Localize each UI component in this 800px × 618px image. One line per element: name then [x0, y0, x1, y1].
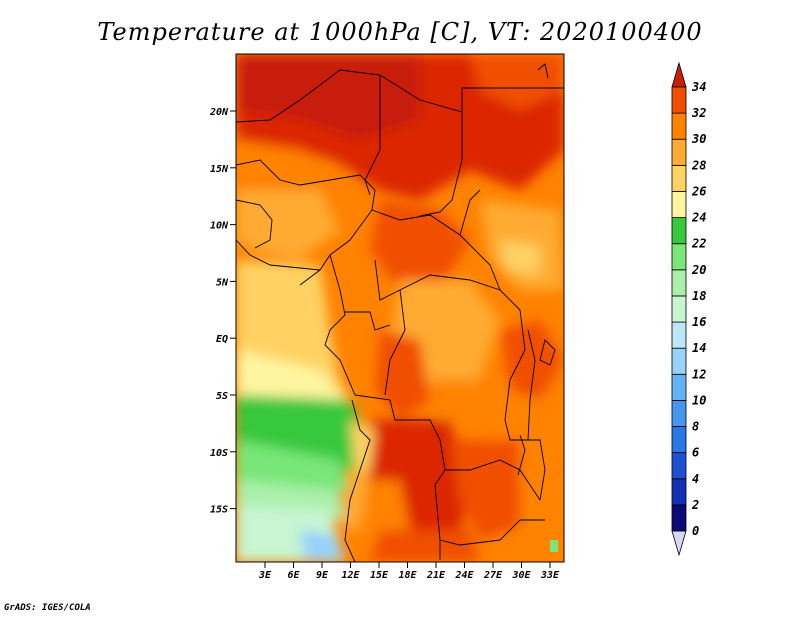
- colorbar-segment: [671, 478, 687, 506]
- lat-tick-label: 5S: [216, 391, 228, 402]
- colorbar-label: 0: [692, 524, 699, 538]
- colorbar-label: 26: [691, 184, 706, 198]
- lat-tick-label: EQ: [216, 334, 228, 345]
- colorbar-label: 12: [692, 367, 706, 381]
- map-title: Temperature at 1000hPa [C], VT: 20201004…: [97, 18, 703, 46]
- colorbar-label: 22: [691, 237, 706, 251]
- colorbar-segment: [671, 400, 687, 427]
- lon-tick-label: 18E: [398, 570, 417, 581]
- map-frame: [235, 53, 565, 563]
- colorbar-label: 6: [692, 446, 699, 460]
- colorbar-label: 8: [692, 420, 699, 434]
- grads-credit: GrADS: IGES/COLA: [4, 603, 91, 613]
- colorbar-label: 14: [692, 341, 706, 355]
- lon-tick-label: 27E: [483, 570, 503, 581]
- colorbar-segment: [671, 295, 687, 323]
- colorbar-segment: [671, 86, 687, 114]
- lon-tick-label: 24E: [454, 570, 474, 581]
- country-borders: [236, 63, 564, 562]
- lat-tick-label: 10N: [210, 221, 229, 232]
- colorbar-segment: [671, 217, 687, 245]
- colorbar-segment: [671, 504, 687, 532]
- colorbar-segment: [671, 347, 687, 375]
- lon-tick-label: 21E: [426, 570, 446, 581]
- lon-tick-label: 12E: [341, 570, 360, 581]
- colorbar-segment: [671, 426, 687, 454]
- lon-tick-label: 30E: [511, 570, 531, 581]
- colorbar-segment: [671, 243, 687, 271]
- lon-tick-label: 6E: [287, 570, 300, 581]
- colorbar-label: 16: [692, 315, 706, 329]
- colorbar-segment: [671, 321, 687, 349]
- colorbar-segment: [671, 452, 687, 480]
- colorbar-segment: [671, 373, 687, 401]
- colorbar-segment: [671, 164, 687, 192]
- colorbar-label: 4: [692, 472, 699, 486]
- colorbar-label: 2: [691, 498, 699, 512]
- colorbar-over-triangle: [671, 61, 687, 88]
- colorbar-under-triangle: [671, 530, 687, 557]
- lat-tick-label: 5N: [216, 277, 229, 288]
- lon-tick-label: 15E: [370, 570, 389, 581]
- colorbar-label: 18: [692, 289, 706, 303]
- colorbar-label: 30: [691, 132, 706, 146]
- latitude-axis: 20N 15N 10N 5N EQ 5S 10S 15S: [209, 107, 236, 516]
- colorbar-segment: [671, 191, 687, 218]
- colorbar-segment: [671, 138, 687, 166]
- lon-tick-label: 3E: [258, 570, 272, 581]
- lon-tick-label: 9E: [316, 570, 329, 581]
- colorbar-label: 20: [691, 263, 706, 277]
- colorbar-label: 10: [692, 393, 706, 407]
- lat-tick-label: 15N: [210, 164, 229, 175]
- colorbar-segment: [671, 269, 687, 297]
- temperature-field: [236, 54, 564, 562]
- lat-tick-label: 10S: [210, 448, 228, 459]
- colorbar-label: 28: [691, 158, 706, 172]
- longitude-axis: 3E 6E 9E 12E 15E 18E 21E 24E 27E 30E 33E: [258, 562, 560, 581]
- lat-tick-label: 15S: [210, 505, 228, 516]
- colorbar-label: 32: [691, 106, 706, 120]
- colorbar-label: 24: [691, 211, 706, 225]
- colorbar-segment: [671, 112, 687, 140]
- lon-tick-label: 33E: [540, 570, 560, 581]
- colorbar-label: 34: [691, 80, 706, 94]
- lat-tick-label: 20N: [209, 107, 229, 118]
